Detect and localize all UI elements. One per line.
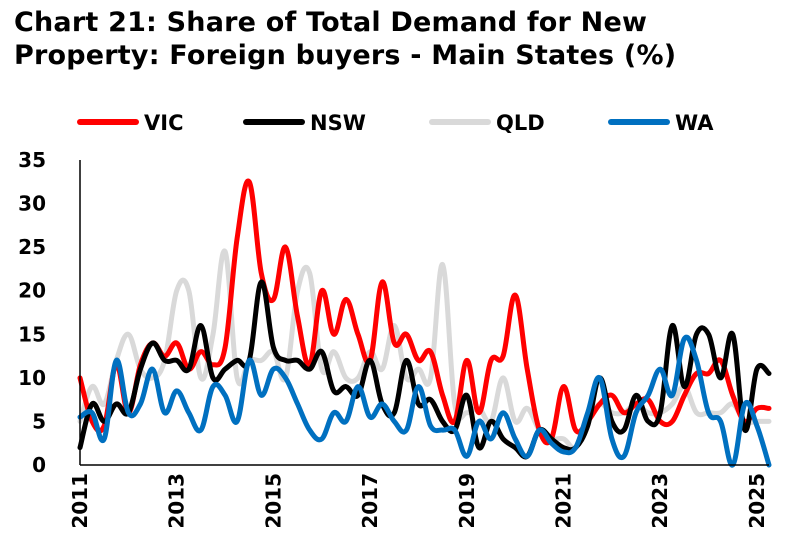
y-tick-label: 30 — [18, 192, 46, 216]
series-line-nsw — [77, 279, 772, 460]
y-tick-label: 0 — [32, 453, 46, 477]
y-axis-ticks: 0 5 10 15 20 25 30 35 — [18, 148, 46, 477]
x-tick-label: 2013 — [165, 473, 189, 529]
x-tick-label: 2025 — [745, 473, 769, 529]
x-tick-label: 2017 — [358, 473, 382, 529]
y-tick-label: 20 — [18, 279, 46, 303]
legend-label-vic: VIC — [144, 111, 183, 135]
series-line-wa — [77, 334, 772, 468]
legend-label-qld: QLD — [496, 111, 545, 135]
series-line-vic — [77, 178, 772, 446]
y-tick-label: 35 — [18, 148, 46, 172]
chart-legend: VIC NSW QLD WA — [77, 111, 714, 135]
y-tick-label: 5 — [32, 409, 46, 433]
x-tick-label: 2019 — [455, 473, 479, 529]
x-axis-ticks: 2011 2013 2015 2017 2019 2021 2023 2025 — [68, 473, 769, 529]
y-tick-label: 10 — [18, 366, 46, 390]
y-tick-label: 25 — [18, 235, 46, 259]
legend-label-wa: WA — [675, 111, 714, 135]
x-tick-label: 2021 — [552, 473, 576, 529]
x-tick-label: 2011 — [68, 473, 92, 529]
chart-title: Chart 21: Share of Total Demand for New … — [14, 7, 677, 71]
y-tick-label: 15 — [18, 322, 46, 346]
x-tick-label: 2023 — [648, 473, 672, 529]
chart-series-lines — [77, 178, 772, 468]
legend-label-nsw: NSW — [310, 111, 366, 135]
x-tick-label: 2015 — [261, 473, 285, 529]
